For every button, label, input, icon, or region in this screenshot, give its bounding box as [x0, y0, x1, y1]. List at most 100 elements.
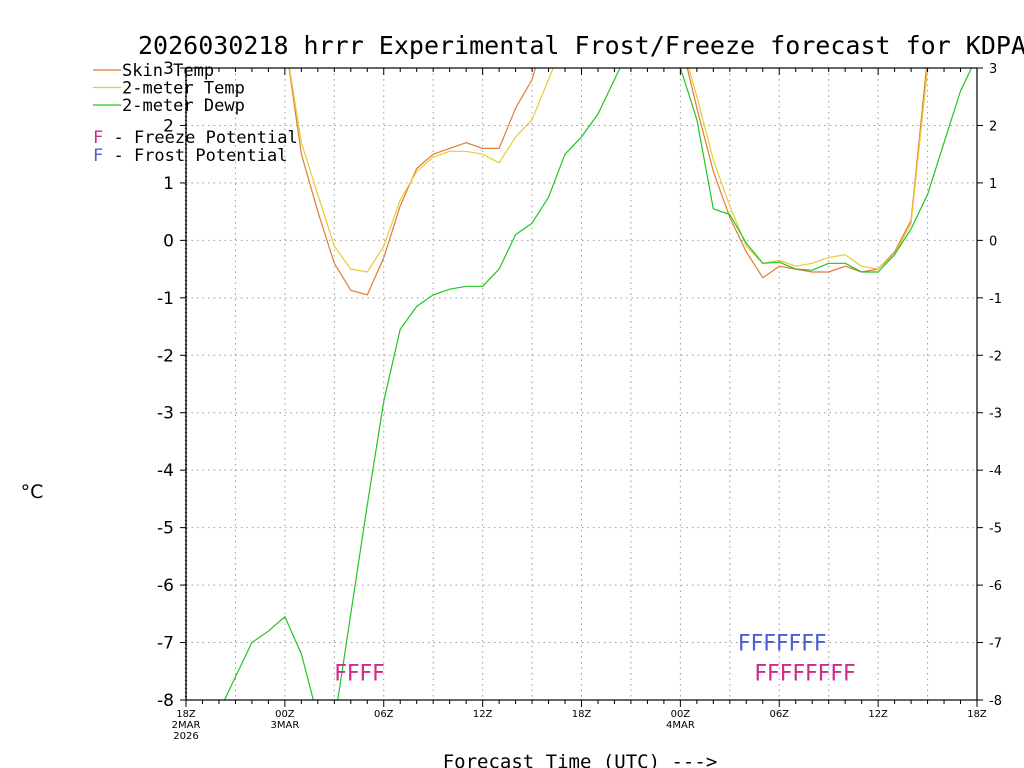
frame-dash [184, 111, 188, 114]
frame-dash [184, 235, 188, 238]
frame-dash [184, 207, 188, 210]
frame-dash [184, 631, 188, 634]
frame-dash [184, 603, 188, 606]
frame-dash [184, 359, 188, 362]
frame-dash [184, 535, 188, 538]
frame-dash [184, 287, 188, 290]
y-tick-label-left: -7 [157, 634, 174, 654]
axes: -8 -7 -6 -5 -4 -3 -2 -1 0 1 2 3 -8 -7 -6 -5 -4 -3 -2 -1 0 1 2 3… [157, 59, 1002, 742]
frame-dash [184, 655, 188, 658]
frame-dash [184, 247, 188, 250]
frame-dash [184, 471, 188, 474]
frame-dash [184, 427, 188, 430]
frame-dash [184, 191, 188, 194]
frame-dash [184, 559, 188, 562]
frame-dash [184, 227, 188, 230]
frame-dash [184, 411, 188, 414]
frame-dash [184, 87, 188, 90]
frame-dash [184, 567, 188, 570]
frame-dash [184, 647, 188, 650]
x-tick-label: 12Z [868, 709, 888, 720]
frame-dash [184, 571, 188, 574]
y-tick-label-left: -4 [157, 461, 174, 481]
frame-dash [184, 679, 188, 682]
potential-marker: FFFF [334, 661, 385, 686]
potential-marker: FFFFFFF [738, 632, 827, 657]
frame-dash [184, 555, 188, 558]
frame-dash [184, 379, 188, 382]
frame-dash [184, 367, 188, 370]
x-tick-label: 12Z [473, 709, 493, 720]
frame-dash [184, 91, 188, 94]
frame-dash [184, 403, 188, 406]
x-tick-label: 4MAR [666, 720, 695, 731]
y-tick-label-left: -8 [157, 691, 174, 711]
frame-dash [184, 659, 188, 662]
frame-dash [184, 279, 188, 282]
y-tick-label-right: -8 [989, 694, 1002, 709]
y-tick-label-right: -2 [989, 349, 1002, 364]
frame-dash [184, 583, 188, 586]
frame-dash [184, 79, 188, 82]
frame-dash [184, 303, 188, 306]
frame-dash [184, 159, 188, 162]
frame-dash [184, 591, 188, 594]
frame-dash [184, 443, 188, 446]
frame-dash [184, 347, 188, 350]
frame-dash [184, 123, 188, 126]
frame-dash [184, 495, 188, 498]
x-tick-label: 18Z [967, 709, 987, 720]
x-axis-label: Forecast Time (UTC) ---> [443, 751, 718, 768]
y-tick-label-right: 1 [989, 177, 997, 192]
potential-marker: FFFFFFFF [755, 661, 856, 686]
frame-dash [184, 483, 188, 486]
y-tick-label-right: -7 [989, 637, 1002, 652]
frame-dash [184, 667, 188, 670]
frame-dash [184, 447, 188, 450]
frame-dash [184, 223, 188, 226]
y-tick-label-left: 2 [163, 116, 174, 136]
frame-dash [184, 179, 188, 182]
frame-dash [184, 335, 188, 338]
legend-potential-letter: F [93, 128, 103, 148]
legend-potential: F - Frost Potential [93, 146, 287, 166]
frame-dash [184, 451, 188, 454]
frame-dash [184, 635, 188, 638]
frame-dash [184, 407, 188, 410]
frame-dash [184, 491, 188, 494]
frame-dash [184, 595, 188, 598]
frame-dash [184, 671, 188, 674]
frame-dash [184, 267, 188, 270]
frame-dash [184, 439, 188, 442]
frame-dash [184, 575, 188, 578]
frame-dash [184, 503, 188, 506]
frame-dash [184, 275, 188, 278]
frame-dash [184, 163, 188, 166]
frame-dash [184, 391, 188, 394]
frame-dash [184, 523, 188, 526]
frame-dash [184, 507, 188, 510]
frame-dash [184, 587, 188, 590]
frame-dash [184, 599, 188, 602]
frame-dash [184, 547, 188, 550]
frame-dash [184, 695, 188, 698]
frame-dash [184, 415, 188, 418]
frame-dash [184, 95, 188, 98]
frame-dash [184, 355, 188, 358]
frame-dash [184, 259, 188, 262]
frame-dash [184, 119, 188, 122]
frame-dash [184, 239, 188, 242]
frame-dash [184, 175, 188, 178]
frame-dash [184, 475, 188, 478]
frame-dash [184, 619, 188, 622]
frame-dash [184, 215, 188, 218]
x-tick-label: 3MAR [270, 720, 299, 731]
frame-dash [184, 543, 188, 546]
frame-dash [184, 387, 188, 390]
frame-dash [184, 419, 188, 422]
x-tick-label: 00Z [671, 709, 691, 720]
x-tick-label: 18Z [176, 709, 196, 720]
frame-dash [184, 479, 188, 482]
frame-dash [184, 151, 188, 154]
frame-dash [184, 607, 188, 610]
